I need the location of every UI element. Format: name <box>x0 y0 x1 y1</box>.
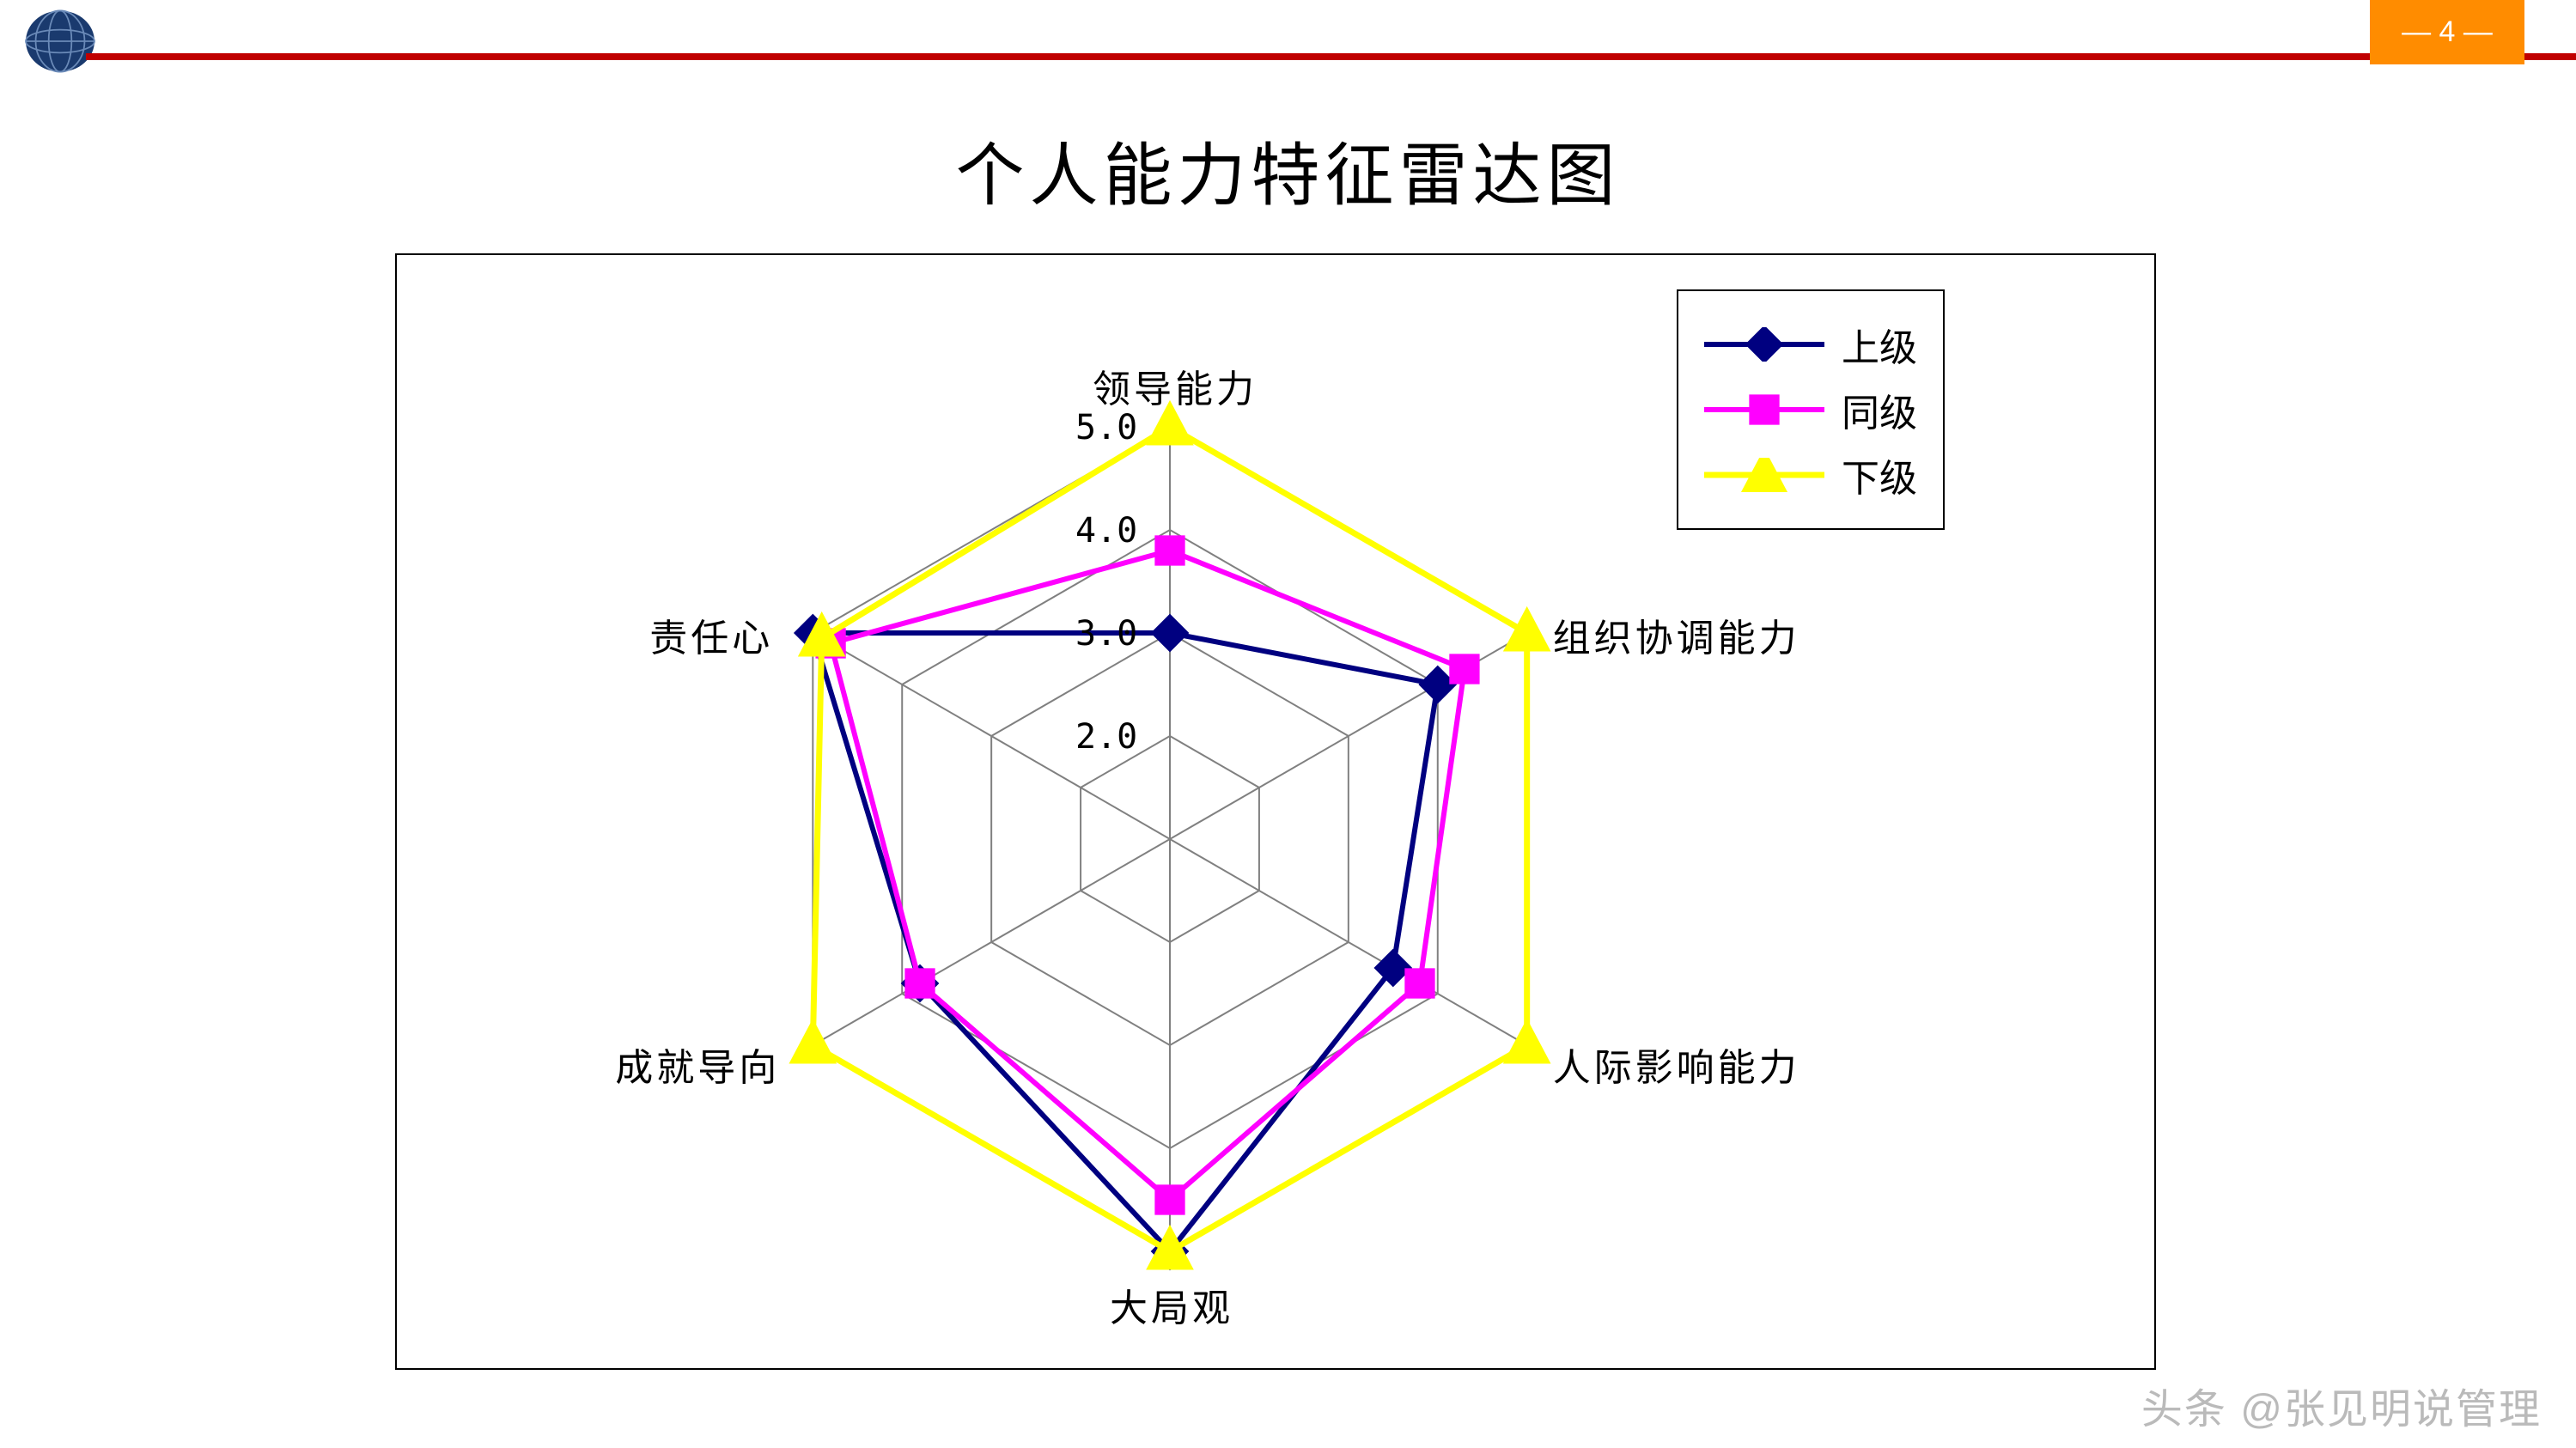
radar-chart: 上级同级下级 2.0 3.0 4.0 5.0领导能力组织协调能力人际影响能力大局观 成就… <box>395 253 2156 1370</box>
radar-axis-label: 责任心 <box>649 607 773 662</box>
radar-tick-label: 4.0 <box>1075 511 1137 551</box>
legend-item: 下级 <box>1704 447 1917 502</box>
legend-item: 上级 <box>1704 317 1917 372</box>
radar-axis-label: 成就导向 <box>615 1037 780 1092</box>
chart-title: 个人能力特征雷达图 <box>0 120 2576 220</box>
legend-swatch <box>1704 392 1824 427</box>
watermark-text: 头条 @张见明说管理 <box>2141 1375 2542 1435</box>
radar-tick-label: 3.0 <box>1075 614 1137 654</box>
radar-tick-label: 2.0 <box>1075 717 1137 757</box>
page-number-badge: — 4 — <box>2370 0 2524 64</box>
radar-axis-label: 人际影响能力 <box>1553 1037 1800 1092</box>
legend-label: 上级 <box>1842 317 1917 372</box>
legend-swatch <box>1704 327 1824 362</box>
radar-axis-label: 组织协调能力 <box>1553 607 1800 662</box>
legend-label: 下级 <box>1842 447 1917 502</box>
globe-logo-icon <box>21 7 99 76</box>
header-divider <box>86 53 2576 60</box>
legend-item: 同级 <box>1704 382 1917 437</box>
radar-tick-label: 5.0 <box>1075 408 1137 447</box>
radar-axis-label: 大局观 <box>1110 1277 1233 1332</box>
radar-axis-label: 领导能力 <box>1093 358 1258 413</box>
chart-legend: 上级同级下级 <box>1677 289 1945 530</box>
page-number-text: — 4 — <box>2402 15 2493 49</box>
legend-swatch <box>1704 458 1824 492</box>
legend-label: 同级 <box>1842 382 1917 437</box>
